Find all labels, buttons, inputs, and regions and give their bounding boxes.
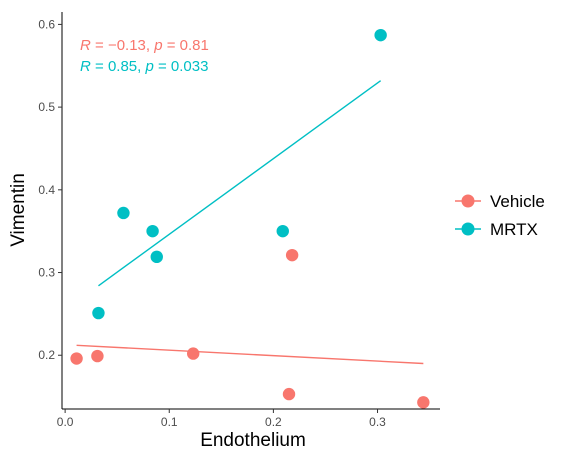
fit-line-mrtx	[98, 80, 382, 287]
legend-label-vehicle: Vehicle	[490, 192, 545, 211]
fit-lines	[76, 80, 424, 365]
x-tick-label: 0.1	[161, 415, 178, 429]
legend-marker-mrtx	[461, 222, 475, 236]
fit-line-vehicle	[76, 344, 424, 365]
point-mrtx	[276, 224, 289, 238]
legend-label-mrtx: MRTX	[490, 220, 538, 239]
point-vehicle	[282, 387, 296, 401]
stat-vehicle: R = −0.13, p = 0.81	[80, 37, 209, 54]
point-vehicle	[91, 349, 104, 363]
x-tick-label: 0.2	[265, 415, 282, 429]
x-axis-ticks: 0.0 0.1 0.2 0.3	[57, 409, 386, 429]
y-tick-label: 0.3	[38, 266, 55, 280]
y-tick-label: 0.4	[38, 183, 55, 197]
point-mrtx	[150, 250, 163, 264]
point-mrtx	[146, 224, 159, 238]
y-axis-title: Vimentin	[8, 173, 29, 247]
point-mrtx	[92, 306, 105, 320]
legend: Vehicle MRTX	[455, 192, 545, 239]
x-tick-label: 0.0	[57, 415, 74, 429]
point-mrtx	[117, 206, 130, 220]
legend-item-vehicle: Vehicle	[455, 192, 545, 211]
x-tick-label: 0.3	[369, 415, 386, 429]
stat-mrtx: R = 0.85, p = 0.033	[80, 58, 208, 75]
point-vehicle	[187, 347, 200, 360]
y-tick-label: 0.2	[38, 348, 55, 362]
point-mrtx	[374, 28, 387, 42]
data-points	[70, 28, 430, 409]
x-axis-title: Endothelium	[200, 430, 306, 451]
correlation-annotations: R = −0.13, p = 0.81 R = 0.85, p = 0.033	[80, 37, 209, 75]
point-vehicle	[70, 352, 83, 365]
y-axis-ticks: 0.2 0.3 0.4 0.5 0.6	[38, 17, 62, 362]
y-tick-label: 0.6	[38, 17, 55, 31]
point-vehicle	[417, 396, 430, 409]
legend-item-mrtx: MRTX	[455, 220, 538, 239]
y-tick-label: 0.5	[38, 100, 55, 114]
legend-marker-vehicle	[461, 194, 475, 208]
point-vehicle	[285, 248, 299, 262]
